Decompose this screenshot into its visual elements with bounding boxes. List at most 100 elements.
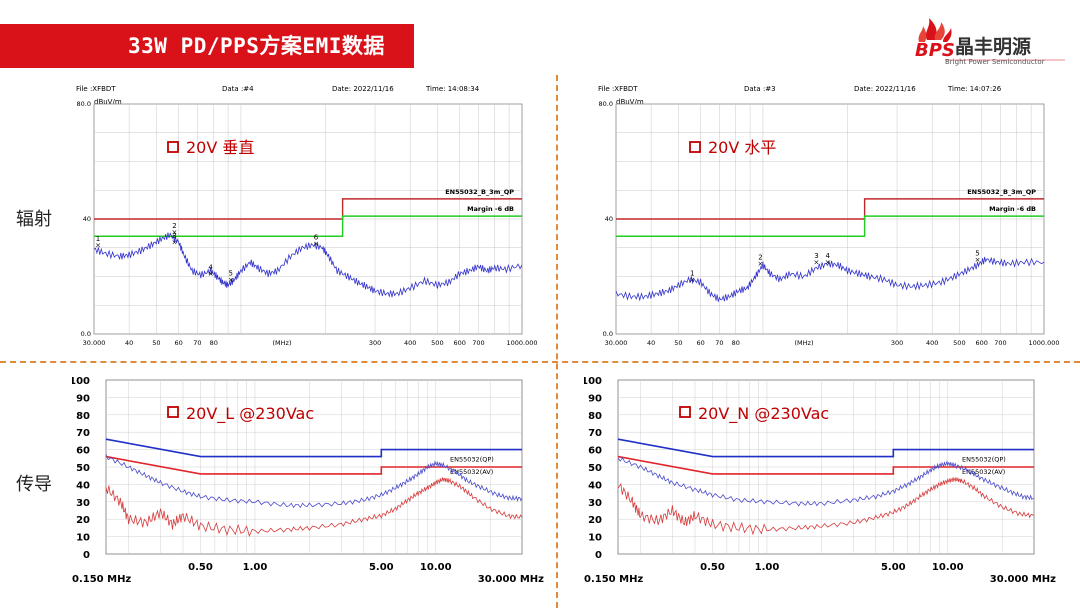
x-tick-label: 70 — [193, 339, 201, 347]
peak-marker: × — [758, 260, 764, 268]
peak-marker: × — [172, 228, 178, 236]
x-tick-label: 400 — [404, 339, 416, 347]
av-limit-line — [617, 455, 1034, 475]
chart-annotation: 20V 垂直 — [186, 138, 254, 157]
peak-marker-label: 2 — [758, 254, 762, 262]
x-axis-unit: (MHz) — [273, 339, 292, 347]
qp-trace — [617, 457, 1035, 507]
peak-marker: × — [172, 239, 178, 247]
y-tick-label: 10 — [76, 533, 90, 544]
section-label-radiation: 辐射 — [16, 209, 52, 230]
y-tick-label: 0.0 — [81, 330, 91, 338]
x-tick-label: 10.00 — [932, 562, 964, 573]
peak-marker-label: 3 — [814, 252, 818, 260]
header-file: File :XFBDT — [598, 85, 638, 93]
emission-trace — [615, 256, 1045, 302]
x-tick-label: 500 — [431, 339, 443, 347]
qp-trace — [105, 454, 523, 509]
x-tick-label: 30.000 MHz — [478, 574, 544, 585]
radiated-chart-vertical: File :XFBDT Data :#4 Date: 2022/11/16 Time:… — [76, 85, 538, 347]
header-time: Time: 14:07:26 — [947, 85, 1002, 93]
header-time: Time: 14:08:34 — [425, 85, 480, 93]
emission-trace — [93, 232, 523, 298]
y-tick-label: 80.0 — [77, 100, 91, 108]
annotation-box-icon — [167, 141, 179, 153]
y-tick-label: 90 — [588, 393, 602, 404]
legend-av: EN55032(AV) — [962, 468, 1005, 476]
x-tick-label: 300 — [369, 339, 381, 347]
x-tick-label: 400 — [926, 339, 938, 347]
x-tick-label: 30.000 — [605, 339, 628, 347]
x-tick-label: 5.00 — [881, 562, 906, 573]
margin-line — [94, 215, 522, 237]
x-tick-label: 10.00 — [420, 562, 452, 573]
annotation-box-icon — [679, 406, 691, 418]
y-tick-label: 80.0 — [599, 100, 613, 108]
y-tick-label: 0 — [595, 550, 602, 561]
av-trace — [617, 477, 1035, 536]
qp-limit-line — [617, 438, 1034, 458]
x-tick-label: 0.150 MHz — [72, 574, 131, 585]
header-date: Date: 2022/11/16 — [332, 85, 394, 93]
peak-marker: × — [228, 276, 234, 284]
x-tick-label: 1.00 — [243, 562, 268, 573]
y-tick-label: 40 — [588, 480, 602, 491]
title-banner — [0, 24, 414, 68]
x-tick-label: 40 — [647, 339, 655, 347]
logo-name-cn: 晶丰明源 — [955, 36, 1032, 58]
x-tick-label: 60 — [696, 339, 704, 347]
peak-marker-label: 5 — [975, 249, 979, 257]
x-tick-label: 60 — [174, 339, 182, 347]
header-date: Date: 2022/11/16 — [854, 85, 916, 93]
section-divider-horizontal — [0, 361, 1080, 363]
legend-av: EN55032(AV) — [450, 468, 493, 476]
x-tick-label: 5.00 — [369, 562, 394, 573]
y-tick-label: 30 — [588, 498, 602, 509]
y-tick-label: 40 — [605, 215, 613, 223]
peak-marker-label: 3 — [172, 232, 176, 240]
y-tick-label: 100 — [72, 376, 90, 387]
x-tick-label: 40 — [125, 339, 133, 347]
x-tick-label: 80 — [210, 339, 218, 347]
x-tick-label: 600 — [453, 339, 465, 347]
peak-marker-label: 4 — [825, 252, 830, 260]
y-tick-label: 0.0 — [603, 330, 613, 338]
flame-icon — [918, 18, 952, 42]
y-tick-label: 10 — [588, 533, 602, 544]
x-tick-label: 1000.000 — [506, 339, 537, 347]
y-tick-label: 50 — [76, 463, 90, 474]
y-tick-label: 70 — [76, 428, 90, 439]
av-limit-line — [105, 455, 522, 475]
company-logo: BPS — [915, 18, 1065, 61]
limit-label: EN55032_B_3m_QP — [967, 188, 1036, 196]
logo-name-en: Bright Power Semiconductor — [945, 58, 1045, 66]
page-title: 33W PD/PPS方案EMI数据 — [128, 34, 385, 58]
x-tick-label: 80 — [732, 339, 740, 347]
x-tick-label: 30.000 — [83, 339, 106, 347]
peak-marker-label: 2 — [172, 222, 176, 230]
peak-marker: × — [313, 240, 319, 248]
x-tick-label: 1000.000 — [1028, 339, 1059, 347]
x-tick-label: 500 — [953, 339, 965, 347]
av-trace — [105, 477, 523, 538]
x-tick-label: 30.000 MHz — [990, 574, 1056, 585]
section-label-conduction: 传导 — [16, 474, 52, 495]
y-tick-label: 100 — [584, 376, 602, 387]
y-tick-label: 70 — [588, 428, 602, 439]
peak-marker-label: 4 — [208, 264, 213, 272]
x-axis-unit: (MHz) — [795, 339, 814, 347]
peak-marker-label: 5 — [229, 269, 233, 277]
margin-line — [616, 215, 1044, 237]
peak-marker: × — [825, 259, 831, 267]
y-axis-unit: dBuV/m — [616, 98, 644, 106]
chart-annotation: 20V_N @230Vac — [698, 404, 829, 424]
y-tick-label: 40 — [76, 480, 90, 491]
y-tick-label: 40 — [83, 215, 91, 223]
peak-marker-label: 6 — [314, 233, 319, 241]
peak-marker-label: 1 — [690, 269, 694, 277]
limit-label: EN55032_B_3m_QP — [445, 188, 514, 196]
chart-annotation: 20V 水平 — [708, 138, 776, 157]
y-tick-label: 60 — [588, 446, 602, 457]
x-tick-label: 1.00 — [755, 562, 780, 573]
